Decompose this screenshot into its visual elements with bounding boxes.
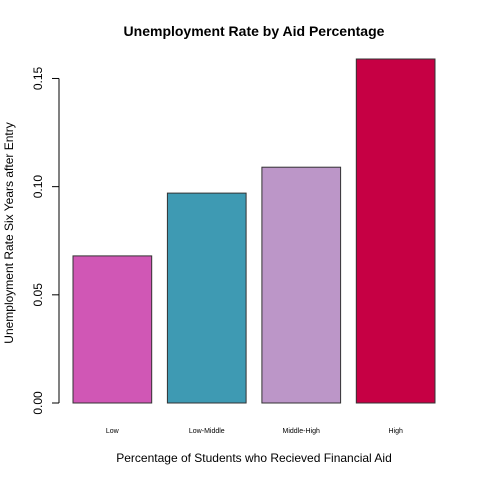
bar-middle-high [261,166,342,404]
category-label: Low [106,428,120,435]
chart-title: Unemployment Rate by Aid Percentage [124,23,385,39]
y-ticks: 0.00 0.05 0.10 0.15 [31,66,59,415]
y-tick-label: 0.00 [31,391,45,415]
bar-high [355,58,436,404]
y-axis-label: Unemployment Rate Six Years after Entry [2,122,16,343]
y-tick-label: 0.15 [31,66,45,90]
category-label: Low-Middle [189,428,225,435]
y-tick-label: 0.05 [31,283,45,307]
x-axis-label: Percentage of Students who Recieved Fina… [116,451,392,465]
bar-low-middle [166,192,247,404]
y-tick-label: 0.10 [31,175,45,199]
bars-group [72,58,436,404]
bar-low [72,255,153,404]
category-label: Middle-High [283,428,320,435]
category-labels: Low Low-Middle Middle-High High [106,428,403,435]
category-label: High [388,428,403,435]
